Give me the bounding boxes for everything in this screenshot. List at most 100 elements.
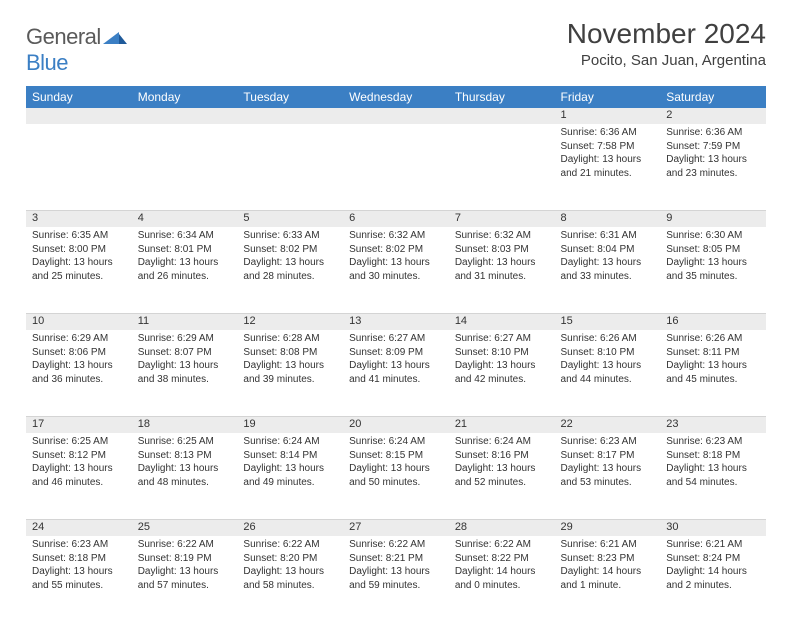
- day-number: 13: [343, 314, 449, 330]
- day-number: 16: [660, 314, 766, 330]
- day-number: 24: [26, 520, 132, 536]
- day-number: 7: [449, 211, 555, 227]
- day-details: Sunrise: 6:23 AMSunset: 8:18 PMDaylight:…: [26, 536, 132, 596]
- title-block: November 2024 Pocito, San Juan, Argentin…: [567, 18, 766, 69]
- daynum-row: 24252627282930: [26, 520, 766, 536]
- day-cell: [449, 124, 555, 210]
- logo: GeneralBlue: [26, 18, 127, 76]
- day-details: Sunrise: 6:22 AMSunset: 8:19 PMDaylight:…: [132, 536, 238, 596]
- day-number: 11: [132, 314, 238, 330]
- day-cell: Sunrise: 6:24 AMSunset: 8:14 PMDaylight:…: [237, 433, 343, 519]
- day-cell: [26, 124, 132, 210]
- day-cell: Sunrise: 6:22 AMSunset: 8:20 PMDaylight:…: [237, 536, 343, 622]
- day-cell: Sunrise: 6:23 AMSunset: 8:18 PMDaylight:…: [660, 433, 766, 519]
- daynum-row: 12: [26, 108, 766, 124]
- day-cell: Sunrise: 6:29 AMSunset: 8:06 PMDaylight:…: [26, 330, 132, 416]
- day-number: 5: [237, 211, 343, 227]
- day-details: Sunrise: 6:22 AMSunset: 8:21 PMDaylight:…: [343, 536, 449, 596]
- location: Pocito, San Juan, Argentina: [567, 52, 766, 69]
- day-number: 20: [343, 417, 449, 433]
- day-number: 8: [555, 211, 661, 227]
- day-number: 27: [343, 520, 449, 536]
- day-details: Sunrise: 6:29 AMSunset: 8:07 PMDaylight:…: [132, 330, 238, 390]
- day-cell: Sunrise: 6:35 AMSunset: 8:00 PMDaylight:…: [26, 227, 132, 313]
- day-number: 21: [449, 417, 555, 433]
- day-number: 18: [132, 417, 238, 433]
- day-number: 14: [449, 314, 555, 330]
- weekday-header: Wednesday: [343, 86, 449, 108]
- day-cell: Sunrise: 6:34 AMSunset: 8:01 PMDaylight:…: [132, 227, 238, 313]
- day-details: Sunrise: 6:33 AMSunset: 8:02 PMDaylight:…: [237, 227, 343, 287]
- daynum-row: 3456789: [26, 211, 766, 227]
- day-cell: Sunrise: 6:22 AMSunset: 8:19 PMDaylight:…: [132, 536, 238, 622]
- day-cell: Sunrise: 6:26 AMSunset: 8:10 PMDaylight:…: [555, 330, 661, 416]
- day-details: Sunrise: 6:36 AMSunset: 7:59 PMDaylight:…: [660, 124, 766, 184]
- week-row: Sunrise: 6:23 AMSunset: 8:18 PMDaylight:…: [26, 536, 766, 622]
- logo-mark-icon: [103, 30, 127, 44]
- day-number: [449, 108, 555, 124]
- weekday-header: Tuesday: [237, 86, 343, 108]
- day-number: 22: [555, 417, 661, 433]
- day-number: [26, 108, 132, 124]
- day-details: Sunrise: 6:29 AMSunset: 8:06 PMDaylight:…: [26, 330, 132, 390]
- day-details: Sunrise: 6:23 AMSunset: 8:17 PMDaylight:…: [555, 433, 661, 493]
- week-row: Sunrise: 6:29 AMSunset: 8:06 PMDaylight:…: [26, 330, 766, 416]
- day-number: 3: [26, 211, 132, 227]
- day-cell: [343, 124, 449, 210]
- day-details: Sunrise: 6:22 AMSunset: 8:22 PMDaylight:…: [449, 536, 555, 596]
- day-details: Sunrise: 6:24 AMSunset: 8:15 PMDaylight:…: [343, 433, 449, 493]
- day-details: Sunrise: 6:32 AMSunset: 8:02 PMDaylight:…: [343, 227, 449, 287]
- weekday-header: Saturday: [660, 86, 766, 108]
- day-cell: Sunrise: 6:23 AMSunset: 8:18 PMDaylight:…: [26, 536, 132, 622]
- day-cell: Sunrise: 6:29 AMSunset: 8:07 PMDaylight:…: [132, 330, 238, 416]
- day-cell: Sunrise: 6:32 AMSunset: 8:02 PMDaylight:…: [343, 227, 449, 313]
- day-number: 2: [660, 108, 766, 124]
- day-details: Sunrise: 6:25 AMSunset: 8:12 PMDaylight:…: [26, 433, 132, 493]
- day-cell: Sunrise: 6:27 AMSunset: 8:10 PMDaylight:…: [449, 330, 555, 416]
- day-cell: Sunrise: 6:36 AMSunset: 7:59 PMDaylight:…: [660, 124, 766, 210]
- day-cell: Sunrise: 6:28 AMSunset: 8:08 PMDaylight:…: [237, 330, 343, 416]
- day-cell: Sunrise: 6:27 AMSunset: 8:09 PMDaylight:…: [343, 330, 449, 416]
- weekday-header: Friday: [555, 86, 661, 108]
- day-number: [343, 108, 449, 124]
- day-details: Sunrise: 6:21 AMSunset: 8:23 PMDaylight:…: [555, 536, 661, 596]
- day-number: [132, 108, 238, 124]
- day-cell: Sunrise: 6:26 AMSunset: 8:11 PMDaylight:…: [660, 330, 766, 416]
- day-details: Sunrise: 6:26 AMSunset: 8:10 PMDaylight:…: [555, 330, 661, 390]
- day-number: 4: [132, 211, 238, 227]
- logo-text: GeneralBlue: [26, 24, 127, 76]
- daynum-row: 17181920212223: [26, 417, 766, 433]
- day-number: 29: [555, 520, 661, 536]
- day-details: Sunrise: 6:24 AMSunset: 8:14 PMDaylight:…: [237, 433, 343, 493]
- daynum-row: 10111213141516: [26, 314, 766, 330]
- day-cell: Sunrise: 6:21 AMSunset: 8:24 PMDaylight:…: [660, 536, 766, 622]
- day-number: 1: [555, 108, 661, 124]
- day-cell: [132, 124, 238, 210]
- day-details: Sunrise: 6:32 AMSunset: 8:03 PMDaylight:…: [449, 227, 555, 287]
- day-number: 30: [660, 520, 766, 536]
- day-number: 12: [237, 314, 343, 330]
- day-number: 23: [660, 417, 766, 433]
- day-cell: Sunrise: 6:25 AMSunset: 8:12 PMDaylight:…: [26, 433, 132, 519]
- weekday-header-row: SundayMondayTuesdayWednesdayThursdayFrid…: [26, 86, 766, 108]
- day-cell: Sunrise: 6:36 AMSunset: 7:58 PMDaylight:…: [555, 124, 661, 210]
- day-cell: Sunrise: 6:33 AMSunset: 8:02 PMDaylight:…: [237, 227, 343, 313]
- day-cell: Sunrise: 6:22 AMSunset: 8:21 PMDaylight:…: [343, 536, 449, 622]
- day-details: Sunrise: 6:34 AMSunset: 8:01 PMDaylight:…: [132, 227, 238, 287]
- day-details: Sunrise: 6:21 AMSunset: 8:24 PMDaylight:…: [660, 536, 766, 596]
- day-number: 17: [26, 417, 132, 433]
- day-cell: Sunrise: 6:24 AMSunset: 8:15 PMDaylight:…: [343, 433, 449, 519]
- day-details: Sunrise: 6:23 AMSunset: 8:18 PMDaylight:…: [660, 433, 766, 493]
- day-cell: Sunrise: 6:21 AMSunset: 8:23 PMDaylight:…: [555, 536, 661, 622]
- logo-text-1: General: [26, 24, 101, 49]
- week-row: Sunrise: 6:35 AMSunset: 8:00 PMDaylight:…: [26, 227, 766, 313]
- week-row: Sunrise: 6:36 AMSunset: 7:58 PMDaylight:…: [26, 124, 766, 210]
- day-details: Sunrise: 6:25 AMSunset: 8:13 PMDaylight:…: [132, 433, 238, 493]
- day-number: 15: [555, 314, 661, 330]
- weekday-header: Monday: [132, 86, 238, 108]
- day-cell: Sunrise: 6:25 AMSunset: 8:13 PMDaylight:…: [132, 433, 238, 519]
- day-cell: Sunrise: 6:31 AMSunset: 8:04 PMDaylight:…: [555, 227, 661, 313]
- day-number: [237, 108, 343, 124]
- header: GeneralBlue November 2024 Pocito, San Ju…: [26, 18, 766, 76]
- day-cell: Sunrise: 6:30 AMSunset: 8:05 PMDaylight:…: [660, 227, 766, 313]
